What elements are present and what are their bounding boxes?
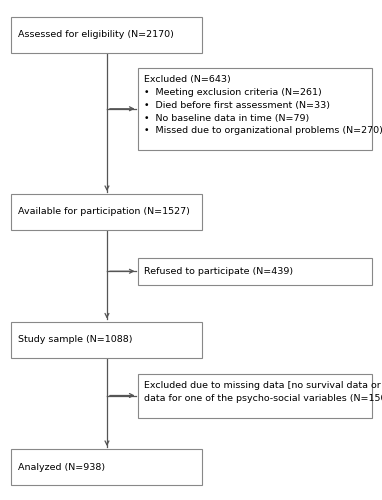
Text: Analyzed (N=938): Analyzed (N=938) <box>18 462 105 471</box>
FancyBboxPatch shape <box>138 374 372 418</box>
FancyBboxPatch shape <box>11 449 202 485</box>
Text: Assessed for eligibility (N=2170): Assessed for eligibility (N=2170) <box>18 30 174 39</box>
Text: Excluded due to missing data [no survival data or no
data for one of the psycho-: Excluded due to missing data [no surviva… <box>144 381 382 403</box>
FancyBboxPatch shape <box>11 194 202 230</box>
Text: Study sample (N=1088): Study sample (N=1088) <box>18 335 133 344</box>
FancyBboxPatch shape <box>138 258 372 285</box>
FancyBboxPatch shape <box>138 68 372 150</box>
FancyBboxPatch shape <box>11 16 202 52</box>
Text: Excluded (N=643)
•  Meeting exclusion criteria (N=261)
•  Died before first asse: Excluded (N=643) • Meeting exclusion cri… <box>144 75 382 136</box>
Text: Refused to participate (N=439): Refused to participate (N=439) <box>144 267 293 276</box>
FancyBboxPatch shape <box>11 322 202 358</box>
Text: Available for participation (N=1527): Available for participation (N=1527) <box>18 208 190 216</box>
